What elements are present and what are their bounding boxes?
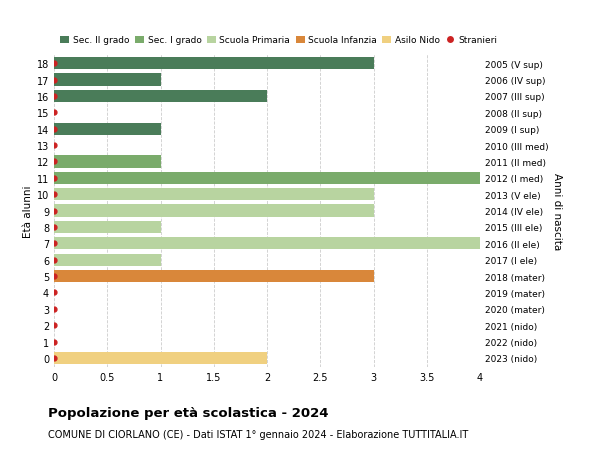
Bar [54,156,161,168]
Text: Popolazione per età scolastica - 2024: Popolazione per età scolastica - 2024 [48,406,329,419]
Bar [54,90,267,103]
Bar [54,205,373,217]
Bar [54,74,161,87]
Bar [54,221,161,234]
Y-axis label: Età alunni: Età alunni [23,185,32,237]
Y-axis label: Anni di nascita: Anni di nascita [553,173,562,250]
Bar [54,58,373,70]
Bar [54,172,480,185]
Bar [54,238,480,250]
Bar [54,254,161,266]
Text: COMUNE DI CIORLANO (CE) - Dati ISTAT 1° gennaio 2024 - Elaborazione TUTTITALIA.I: COMUNE DI CIORLANO (CE) - Dati ISTAT 1° … [48,429,468,439]
Bar [54,189,373,201]
Bar [54,123,161,135]
Legend: Sec. II grado, Sec. I grado, Scuola Primaria, Scuola Infanzia, Asilo Nido, Stran: Sec. II grado, Sec. I grado, Scuola Prim… [59,34,499,47]
Bar [54,352,267,364]
Bar [54,270,373,283]
